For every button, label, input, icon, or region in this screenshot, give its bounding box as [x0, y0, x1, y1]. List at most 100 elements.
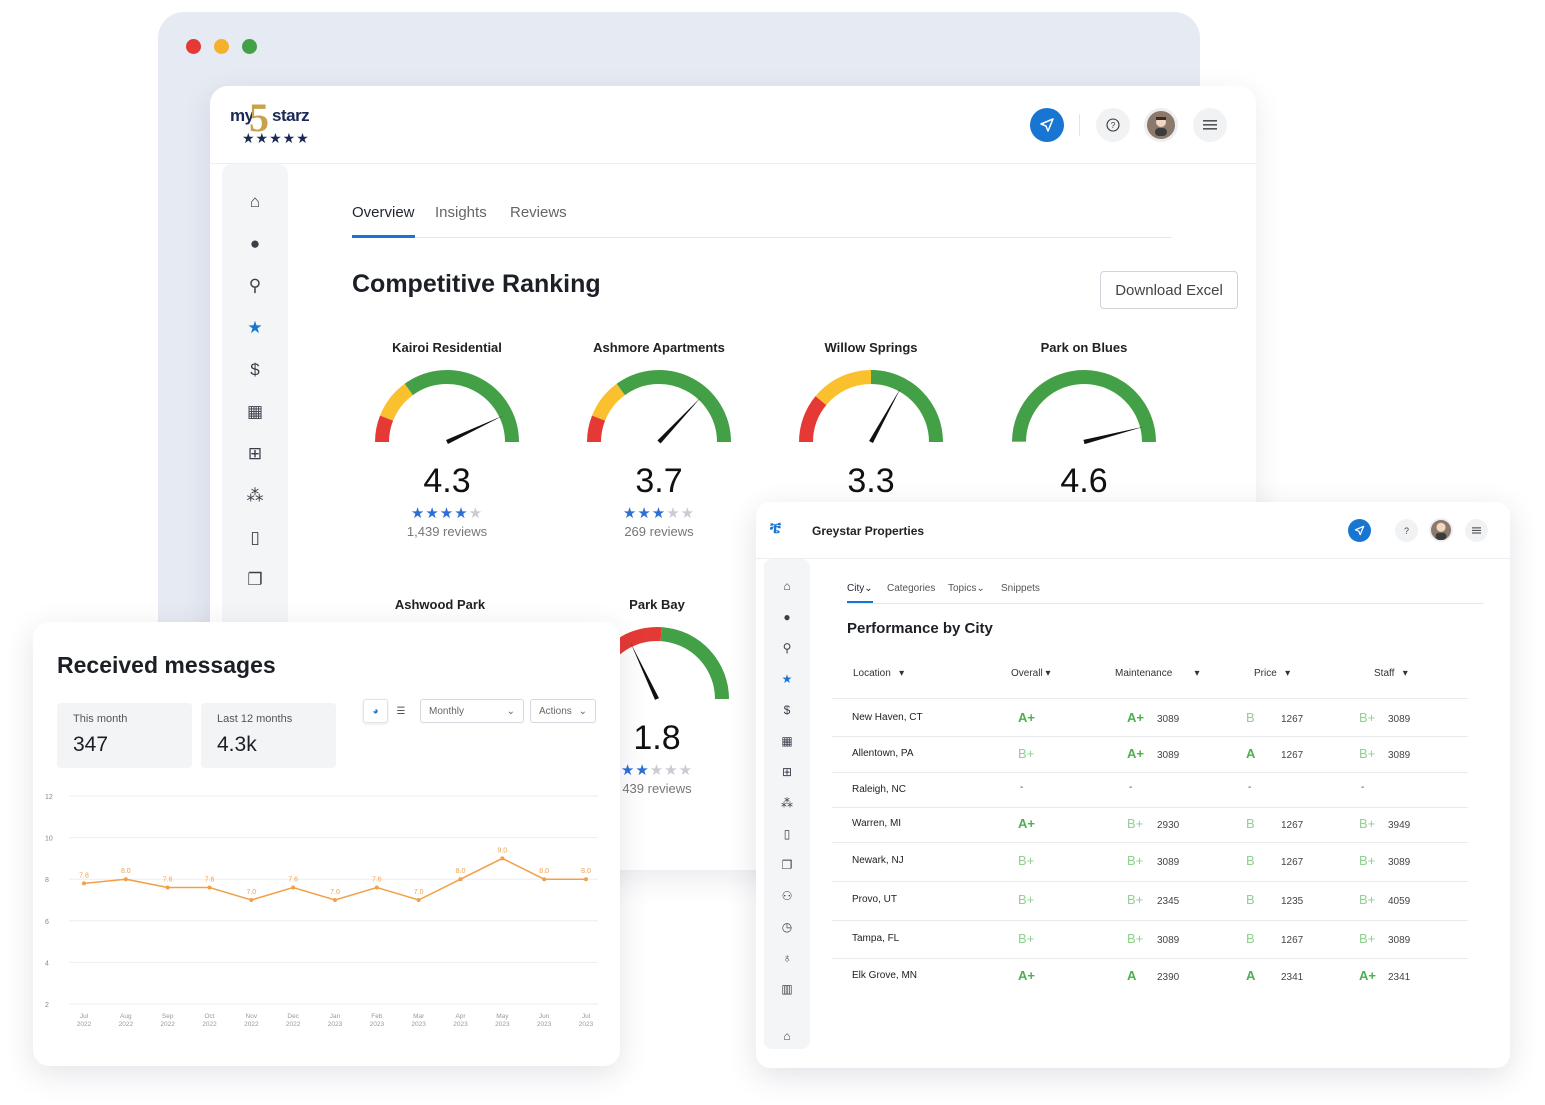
row-divider — [832, 772, 1468, 773]
help-button[interactable]: ? — [1395, 519, 1418, 542]
calendar-icon[interactable]: ▦ — [781, 734, 793, 748]
copy-icon[interactable]: ❐ — [781, 858, 793, 872]
list-icon: ☰ — [396, 705, 406, 717]
document-icon[interactable]: ▯ — [250, 528, 260, 547]
help-button[interactable]: ? — [1096, 108, 1130, 142]
network-icon[interactable]: ⁂ — [246, 486, 264, 505]
download-excel-button[interactable]: Download Excel — [1100, 271, 1238, 309]
list-view-toggle[interactable]: ☰ — [389, 699, 413, 723]
lightbulb-icon[interactable]: ♁ — [782, 951, 792, 965]
send-icon — [1354, 525, 1365, 536]
x-tick-label: Dec — [287, 1013, 299, 1020]
minimize-window-dot[interactable] — [214, 39, 229, 54]
users-icon[interactable]: ⚇ — [781, 889, 793, 903]
home-icon[interactable]: ⌂ — [249, 192, 261, 211]
gauge-name: Ashwood Park — [394, 597, 486, 612]
dollar-icon[interactable]: $ — [783, 703, 791, 717]
chat-icon[interactable]: ● — [249, 234, 261, 253]
my5starz-logo[interactable]: my 5 starz ★★★★★ — [230, 95, 330, 150]
column-header-staff[interactable]: Staff ▾ — [1374, 668, 1408, 679]
menu-button[interactable] — [1465, 519, 1488, 542]
star-icon: ★ — [620, 762, 636, 779]
sort-caret-icon: ▾ — [1397, 668, 1408, 679]
tab-city[interactable]: City⌄ — [847, 583, 873, 603]
data-point — [374, 885, 379, 890]
close-window-dot[interactable] — [186, 39, 201, 54]
x-tick-label: 2022 — [286, 1021, 301, 1028]
tab-categories[interactable]: Categories — [887, 583, 935, 603]
grade-overall: A+ — [1018, 968, 1035, 983]
gauge-value: 4.6 — [1060, 462, 1108, 500]
document-icon[interactable]: ▯ — [783, 827, 791, 841]
network-icon[interactable]: ⁂ — [781, 796, 793, 810]
x-tick-label: 2023 — [537, 1021, 552, 1028]
chart-view-toggle[interactable]: ◕ — [363, 699, 388, 723]
header-divider-line — [210, 163, 1256, 164]
location-pin-icon[interactable]: ⚲ — [248, 276, 262, 295]
gauge-needle — [657, 396, 702, 444]
actions-select[interactable]: Actions ⌄ — [530, 699, 596, 723]
tab-insights[interactable]: Insights — [435, 204, 487, 221]
star-icon: ★ — [637, 505, 652, 522]
period-select[interactable]: Monthly ⌄ — [420, 699, 524, 723]
gauge-name: Park Bay — [629, 597, 685, 612]
maximize-window-dot[interactable] — [242, 39, 257, 54]
star-icon: ★ — [666, 505, 681, 522]
count-price: 2341 — [1281, 972, 1304, 983]
menu-button[interactable] — [1193, 108, 1227, 142]
messages-line-chart: 246810127.8Jul20228.0Aug20227.6Sep20227.… — [45, 794, 598, 1028]
count-maintenance: 3089 — [1157, 935, 1180, 946]
greystar-logo-icon[interactable]: ቼ — [770, 520, 782, 537]
column-header-maintenance[interactable]: Maintenance ▾ — [1115, 668, 1200, 679]
tab-reviews[interactable]: Reviews — [510, 204, 567, 221]
tab-label: City — [847, 583, 865, 594]
column-header-overall[interactable]: Overall ▾ — [1011, 668, 1051, 679]
grade-maintenance: A+ — [1127, 746, 1144, 761]
count-maintenance: 3089 — [1157, 714, 1180, 725]
send-button[interactable] — [1030, 108, 1064, 142]
count-price: 1235 — [1281, 896, 1304, 907]
x-tick-label: Feb — [371, 1013, 383, 1020]
star-icon[interactable]: ★ — [247, 318, 263, 337]
home-icon[interactable]: ⌂ — [783, 1029, 791, 1043]
gauge-dial — [1012, 370, 1156, 445]
header-divider — [1079, 114, 1080, 136]
user-avatar[interactable] — [1144, 108, 1178, 142]
row-divider — [832, 842, 1468, 843]
tab-overview[interactable]: Overview — [352, 204, 415, 238]
grade-maintenance: B+ — [1127, 892, 1144, 907]
location-pin-icon[interactable]: ⚲ — [782, 641, 792, 655]
count-staff: 3089 — [1388, 857, 1411, 868]
data-label: 7.6 — [163, 877, 173, 884]
header-row-divider — [832, 698, 1468, 699]
bar-chart-icon[interactable]: ▥ — [781, 982, 793, 996]
tab-snippets[interactable]: Snippets — [1001, 583, 1040, 603]
tab-underline — [847, 603, 1484, 604]
copy-icon[interactable]: ❐ — [247, 570, 263, 589]
grid-icon[interactable]: ⊞ — [247, 444, 263, 463]
star-icon: ★ — [664, 762, 679, 779]
send-button[interactable] — [1348, 519, 1371, 542]
tab-topics[interactable]: Topics⌄ — [948, 583, 985, 603]
sort-caret-icon: ▾ — [1279, 668, 1291, 679]
page-title: Competitive Ranking — [352, 270, 601, 298]
grid-icon[interactable]: ⊞ — [781, 765, 793, 779]
clock-icon[interactable]: ◷ — [781, 920, 793, 934]
x-tick-label: 2023 — [411, 1021, 426, 1028]
star-icon: ★ — [468, 505, 484, 522]
column-header-location[interactable]: Location ▾ — [853, 668, 904, 679]
column-header-price[interactable]: Price ▾ — [1254, 668, 1290, 679]
row-divider — [832, 958, 1468, 959]
grade-overall: B+ — [1018, 892, 1035, 907]
count-staff: 2341 — [1388, 972, 1411, 983]
home-icon[interactable]: ⌂ — [783, 579, 791, 593]
chevron-down-icon: ⌄ — [976, 583, 985, 594]
dollar-icon[interactable]: $ — [250, 360, 260, 379]
count-price: 1267 — [1281, 857, 1304, 868]
user-avatar[interactable] — [1429, 518, 1453, 542]
chat-icon[interactable]: ● — [783, 610, 791, 624]
x-tick-label: Jul — [582, 1013, 591, 1020]
data-label: 8.0 — [456, 868, 466, 875]
calendar-icon[interactable]: ▦ — [246, 402, 264, 421]
star-icon[interactable]: ★ — [781, 672, 793, 686]
